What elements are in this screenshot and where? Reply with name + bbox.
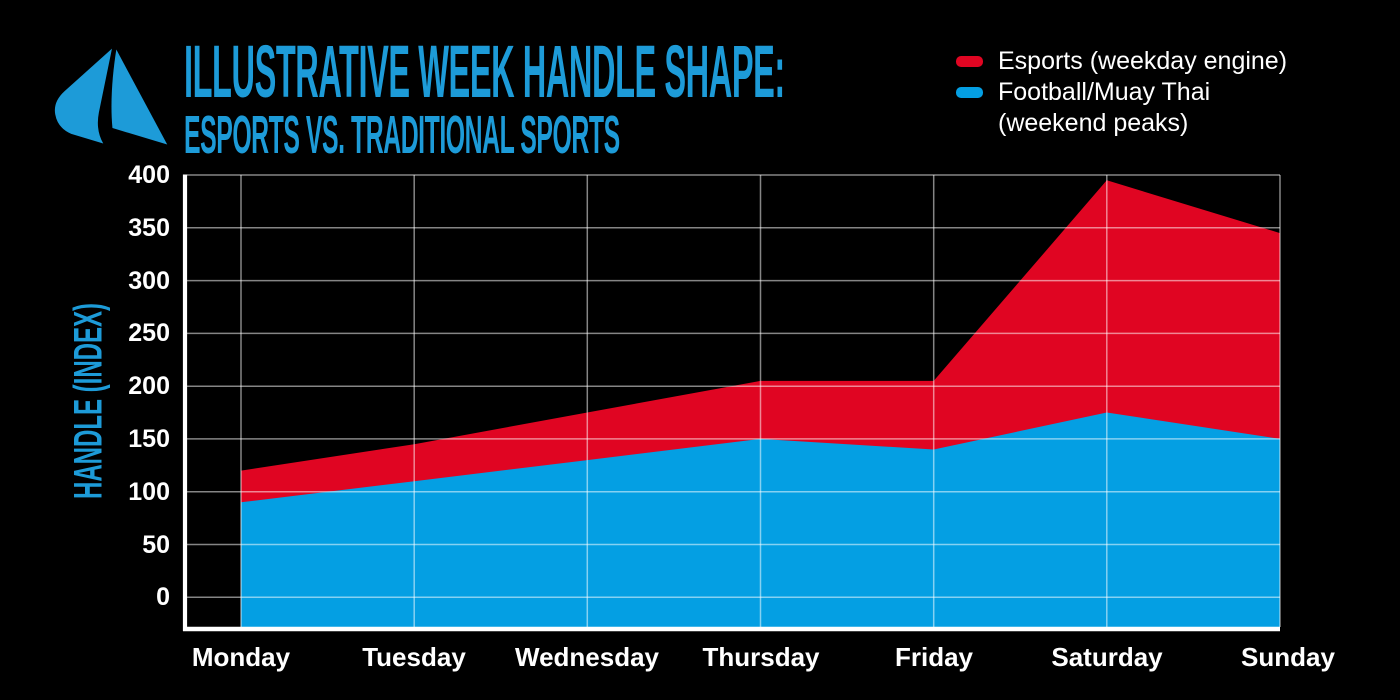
legend-item-esports: Esports (weekday engine) xyxy=(956,46,1287,77)
esports-legend-label: Esports (weekday engine) xyxy=(998,47,1288,75)
football-legend-swatch xyxy=(956,87,983,98)
y-tick-label-200: 200 xyxy=(128,372,170,400)
y-tick-label-350: 350 xyxy=(128,214,170,242)
y-tick-label-150: 150 xyxy=(128,425,170,453)
x-label-thursday: Thursday xyxy=(702,642,820,672)
x-label-saturday: Saturday xyxy=(1051,642,1163,672)
chart-title-block: ILLUSTRATIVE WEEK HANDLE SHAPE: ESPORTS … xyxy=(184,30,1400,166)
chart-subtitle: ESPORTS VS. TRADITIONAL SPORTS xyxy=(184,105,620,166)
x-label-monday: Monday xyxy=(191,642,291,672)
esports-legend-swatch xyxy=(956,56,983,67)
x-label-sunday: Sunday xyxy=(1241,642,1335,672)
logo-left-ribbon xyxy=(54,48,112,144)
y-tick-label-400: 400 xyxy=(128,161,170,189)
logo-right-wing xyxy=(111,49,168,145)
legend-item-football: Football/Muay Thai (weekend peaks) xyxy=(956,77,1287,139)
x-label-wednesday: Wednesday xyxy=(514,642,660,672)
brand-logo-icon xyxy=(54,48,168,145)
x-label-tuesday: Tuesday xyxy=(362,642,466,672)
football-legend-label: Football/Muay Thai (weekend peaks) xyxy=(998,78,1211,137)
y-tick-label-50: 50 xyxy=(142,531,170,559)
x-label-friday: Friday xyxy=(894,642,974,672)
chart-legend: Esports (weekday engine) Football/Muay T… xyxy=(956,46,1287,139)
chart-title: ILLUSTRATIVE WEEK HANDLE SHAPE: xyxy=(184,30,785,113)
y-tick-label-0: 0 xyxy=(156,583,170,611)
chart-plot xyxy=(182,174,1281,632)
y-tick-label-300: 300 xyxy=(128,267,170,295)
y-tick-label-250: 250 xyxy=(128,319,170,347)
y-tick-label-100: 100 xyxy=(128,478,170,506)
